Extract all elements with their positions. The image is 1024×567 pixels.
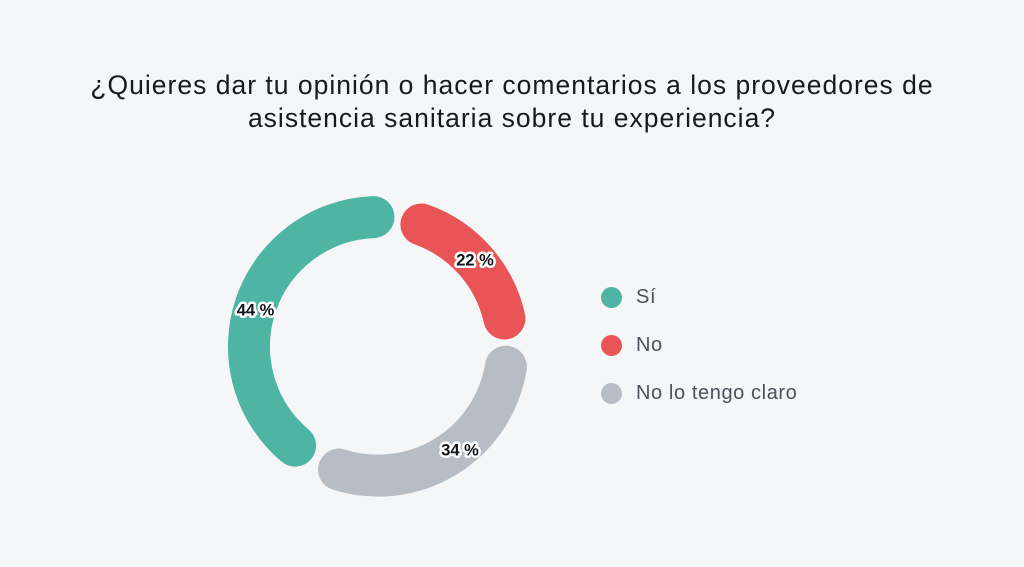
svg-text:44 %: 44 % bbox=[237, 302, 275, 320]
svg-text:34 %: 34 % bbox=[441, 442, 479, 460]
svg-text:22 %: 22 % bbox=[456, 252, 494, 270]
